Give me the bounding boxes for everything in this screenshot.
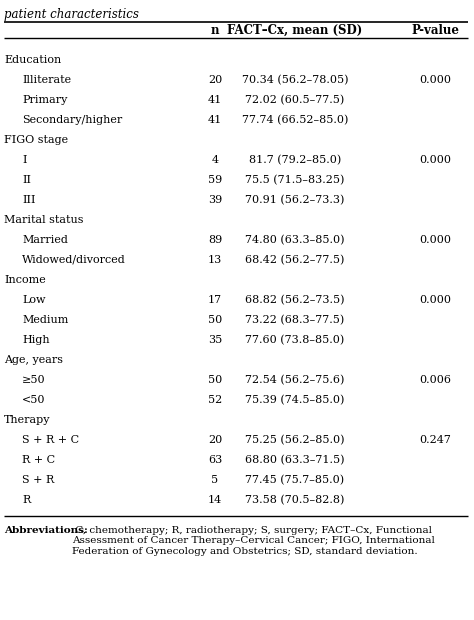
Text: High: High	[22, 335, 50, 345]
Text: Low: Low	[22, 295, 46, 305]
Text: Income: Income	[4, 275, 46, 285]
Text: Abbreviations:: Abbreviations:	[4, 526, 88, 535]
Text: I: I	[22, 155, 27, 165]
Text: 68.82 (56.2–73.5): 68.82 (56.2–73.5)	[245, 295, 345, 305]
Text: 5: 5	[211, 475, 219, 485]
Text: 77.74 (66.52–85.0): 77.74 (66.52–85.0)	[242, 115, 348, 125]
Text: II: II	[22, 175, 31, 185]
Text: 73.22 (68.3–77.5): 73.22 (68.3–77.5)	[246, 315, 345, 325]
Text: P-value: P-value	[411, 24, 459, 37]
Text: Education: Education	[4, 55, 61, 65]
Text: 73.58 (70.5–82.8): 73.58 (70.5–82.8)	[246, 495, 345, 505]
Text: 70.34 (56.2–78.05): 70.34 (56.2–78.05)	[242, 75, 348, 85]
Text: 68.80 (63.3–71.5): 68.80 (63.3–71.5)	[245, 455, 345, 465]
Text: 72.02 (60.5–77.5): 72.02 (60.5–77.5)	[246, 95, 345, 105]
Text: S + R: S + R	[22, 475, 54, 485]
Text: 35: 35	[208, 335, 222, 345]
Text: Age, years: Age, years	[4, 355, 63, 365]
Text: 68.42 (56.2–77.5): 68.42 (56.2–77.5)	[246, 255, 345, 265]
Text: Illiterate: Illiterate	[22, 75, 71, 85]
Text: 0.247: 0.247	[419, 435, 451, 445]
Text: 0.000: 0.000	[419, 155, 451, 165]
Text: Primary: Primary	[22, 95, 67, 105]
Text: R + C: R + C	[22, 455, 55, 465]
Text: Widowed/divorced: Widowed/divorced	[22, 255, 126, 265]
Text: 4: 4	[211, 155, 219, 165]
Text: 50: 50	[208, 375, 222, 385]
Text: 63: 63	[208, 455, 222, 465]
Text: 39: 39	[208, 195, 222, 205]
Text: 17: 17	[208, 295, 222, 305]
Text: 74.80 (63.3–85.0): 74.80 (63.3–85.0)	[245, 235, 345, 245]
Text: 0.006: 0.006	[419, 375, 451, 385]
Text: 72.54 (56.2–75.6): 72.54 (56.2–75.6)	[246, 375, 345, 385]
Text: 41: 41	[208, 115, 222, 125]
Text: Medium: Medium	[22, 315, 68, 325]
Text: Marital status: Marital status	[4, 215, 83, 225]
Text: S + R + C: S + R + C	[22, 435, 79, 445]
Text: Married: Married	[22, 235, 68, 245]
Text: 77.45 (75.7–85.0): 77.45 (75.7–85.0)	[246, 475, 345, 485]
Text: n: n	[211, 24, 219, 37]
Text: 13: 13	[208, 255, 222, 265]
Text: FIGO stage: FIGO stage	[4, 135, 68, 145]
Text: 75.25 (56.2–85.0): 75.25 (56.2–85.0)	[245, 435, 345, 445]
Text: 75.5 (71.5–83.25): 75.5 (71.5–83.25)	[246, 175, 345, 185]
Text: Therapy: Therapy	[4, 415, 51, 425]
Text: 41: 41	[208, 95, 222, 105]
Text: patient characteristics: patient characteristics	[4, 8, 139, 21]
Text: Secondary/higher: Secondary/higher	[22, 115, 122, 125]
Text: 70.91 (56.2–73.3): 70.91 (56.2–73.3)	[246, 195, 345, 205]
Text: 77.60 (73.8–85.0): 77.60 (73.8–85.0)	[246, 335, 345, 345]
Text: 59: 59	[208, 175, 222, 185]
Text: 20: 20	[208, 75, 222, 85]
Text: 0.000: 0.000	[419, 235, 451, 245]
Text: 75.39 (74.5–85.0): 75.39 (74.5–85.0)	[246, 395, 345, 405]
Text: 0.000: 0.000	[419, 295, 451, 305]
Text: III: III	[22, 195, 36, 205]
Text: 20: 20	[208, 435, 222, 445]
Text: 52: 52	[208, 395, 222, 405]
Text: ≥50: ≥50	[22, 375, 46, 385]
Text: C, chemotherapy; R, radiotherapy; S, surgery; FACT–Cx, Functional Assessment of : C, chemotherapy; R, radiotherapy; S, sur…	[72, 526, 435, 556]
Text: <50: <50	[22, 395, 46, 405]
Text: 89: 89	[208, 235, 222, 245]
Text: FACT–Cx, mean (SD): FACT–Cx, mean (SD)	[228, 24, 363, 37]
Text: 14: 14	[208, 495, 222, 505]
Text: 0.000: 0.000	[419, 75, 451, 85]
Text: R: R	[22, 495, 30, 505]
Text: 81.7 (79.2–85.0): 81.7 (79.2–85.0)	[249, 155, 341, 165]
Text: 50: 50	[208, 315, 222, 325]
